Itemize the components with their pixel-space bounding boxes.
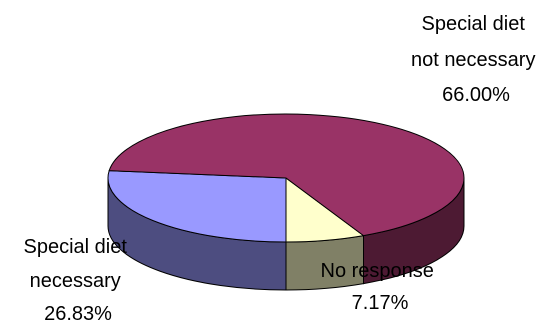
slice-label-not-necessary: Special diet not necessary 66.00% bbox=[411, 13, 541, 106]
pie-depth-layer bbox=[107, 177, 465, 291]
slice-label-line: not necessary bbox=[411, 49, 536, 71]
pie-label-layer: Special diet not necessary 66.00% Specia… bbox=[24, 13, 541, 325]
slice-label-line: No response bbox=[321, 260, 434, 282]
slice-label-line: Special diet bbox=[24, 236, 128, 258]
slice-label-line: necessary bbox=[30, 270, 121, 292]
slice-label-no-response: No response 7.17% bbox=[321, 260, 440, 314]
slice-value-label: 26.83% bbox=[44, 303, 112, 325]
slice-label-line: Special diet bbox=[422, 13, 526, 35]
slice-value-label: 7.17% bbox=[352, 292, 409, 314]
pie-slice bbox=[108, 113, 465, 237]
slice-label-necessary: Special diet necessary 26.83% bbox=[24, 236, 133, 325]
pie-slice bbox=[107, 170, 287, 243]
slice-value-label: 66.00% bbox=[442, 84, 510, 106]
pie-top-layer bbox=[107, 113, 465, 243]
